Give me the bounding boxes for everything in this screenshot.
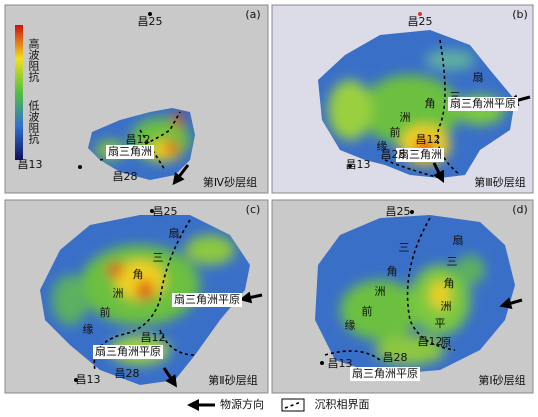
- annotation: 昌13: [346, 158, 371, 171]
- annotation: 昌28: [383, 351, 408, 364]
- annotation: 扇三角洲: [108, 144, 152, 158]
- annotation: 缘: [377, 140, 388, 153]
- annotation: 扇三角洲平原: [174, 292, 240, 306]
- annotation: 扇: [473, 70, 484, 84]
- annotation: 昌13: [76, 373, 101, 386]
- annotation: 前: [362, 304, 373, 318]
- annotation: 前: [390, 125, 401, 139]
- annotation: 昌12: [126, 133, 151, 146]
- annotation: 扇三角洲平原: [352, 366, 418, 380]
- layer-name: 第Ⅱ砂层组: [208, 373, 257, 387]
- panel-label: (d): [512, 203, 528, 216]
- footer-legend: 物源方向 沉积相界面: [187, 397, 370, 412]
- annotation: 前: [100, 305, 111, 319]
- annotation: 缘: [83, 323, 94, 336]
- layer-name: 第Ⅰ砂层组: [478, 373, 525, 387]
- annotation: 昌28: [115, 367, 140, 380]
- high-label: 高波阻抗: [27, 37, 40, 83]
- annotation: 昌13: [328, 357, 353, 370]
- annotation: 昌12: [416, 133, 441, 146]
- panel-label: (b): [512, 8, 528, 21]
- annotation: 昌13: [18, 158, 43, 171]
- annotation: 昌25: [408, 15, 433, 28]
- annotation: 三: [153, 251, 164, 264]
- label-box: [172, 293, 242, 307]
- color-bar: [15, 25, 23, 160]
- annotation: 角: [387, 265, 398, 278]
- annotation: 洲: [400, 111, 411, 124]
- annotation: 角: [444, 277, 455, 290]
- annotation: 昌12: [418, 335, 443, 348]
- source-label: 物源方向: [220, 397, 264, 411]
- annotation: 角: [425, 97, 436, 110]
- annotation: 洲: [441, 300, 452, 313]
- label-box: [350, 367, 420, 381]
- annotation: 扇: [453, 233, 464, 247]
- label-box: [396, 148, 444, 162]
- annotation: 扇三角洲: [398, 147, 442, 161]
- panel-label: (c): [246, 203, 261, 216]
- annotation: 角: [133, 268, 144, 281]
- annotation: 缘: [345, 319, 356, 332]
- annotation: 扇三角洲平原: [450, 96, 516, 110]
- wells: [74, 12, 422, 382]
- panel-labels: (a) 第Ⅳ砂层组 (b) 第Ⅲ砂层组 (c) 第Ⅱ砂层组 (d) 第Ⅰ砂层组: [203, 8, 528, 387]
- layer-name: 第Ⅳ砂层组: [203, 175, 257, 189]
- panel-label: (a): [245, 8, 260, 21]
- label-box: [448, 97, 518, 111]
- label-box: [93, 345, 163, 359]
- boundary-label: 沉积相界面: [315, 398, 370, 411]
- annotation: 昌12: [141, 331, 166, 344]
- annotation: 昌28: [113, 170, 138, 183]
- annotation: 扇三角洲平原: [95, 344, 161, 358]
- annotation: 平: [435, 317, 446, 330]
- layer-name: 第Ⅲ砂层组: [474, 175, 526, 189]
- annotation: 洲: [375, 285, 386, 298]
- annotations: 昌25昌12扇三角洲昌13昌28昌25扇三角洲前缘扇三角洲平原昌12扇三角洲昌2…: [18, 15, 518, 386]
- annotation: 三: [450, 90, 461, 103]
- annotation: 昌25: [138, 15, 163, 28]
- annotation: 三: [399, 241, 410, 254]
- annotation: 原: [441, 336, 452, 349]
- annotation: 扇: [169, 226, 180, 240]
- annotation: 洲: [113, 287, 124, 300]
- annotation: 昌25: [386, 205, 411, 218]
- low-label: 低波阻抗: [27, 100, 40, 145]
- label-box: [106, 145, 154, 159]
- annotation: 三: [447, 255, 458, 268]
- annotation: 昌28: [381, 148, 406, 161]
- annotation: 昌25: [153, 205, 178, 218]
